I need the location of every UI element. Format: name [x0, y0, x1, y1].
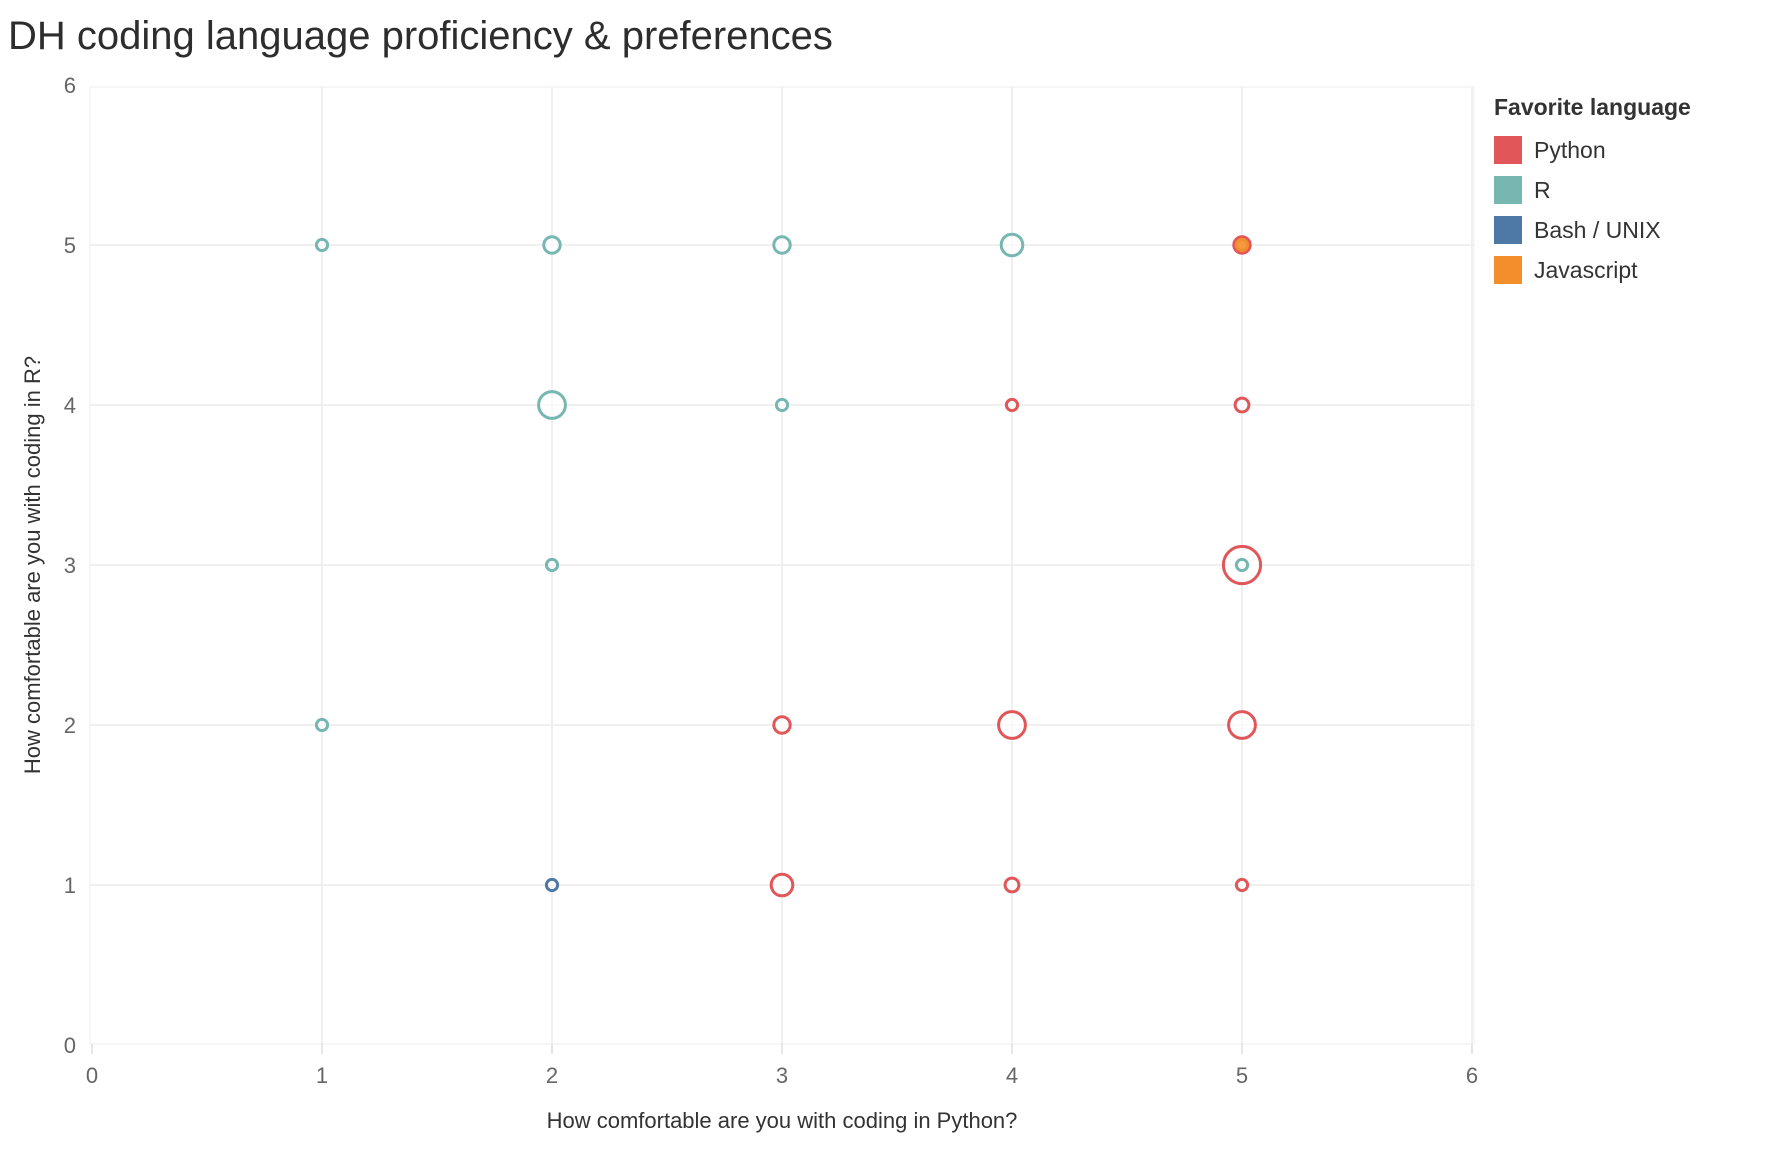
- y-tick-label: 2: [64, 713, 76, 738]
- x-tick-label: 1: [316, 1063, 328, 1088]
- y-tick-label: 3: [64, 553, 76, 578]
- data-point-bash-unix[interactable]: [544, 877, 560, 893]
- data-point-r[interactable]: [544, 557, 560, 573]
- legend-swatch-bash-unix: [1494, 216, 1522, 244]
- x-tick-label: 5: [1236, 1063, 1248, 1088]
- y-axis-title: How comfortable are you with coding in R…: [20, 356, 45, 774]
- legend: Favorite language Python R Bash / UNIX J…: [1494, 94, 1691, 290]
- data-point-python[interactable]: [769, 872, 795, 898]
- y-tick-label: 0: [64, 1033, 76, 1058]
- legend-swatch-python: [1494, 136, 1522, 164]
- data-point-javascript[interactable]: [1234, 237, 1250, 253]
- x-tick-label: 2: [546, 1063, 558, 1088]
- data-point-python[interactable]: [1227, 710, 1257, 740]
- y-tick-label: 6: [64, 73, 76, 98]
- legend-item-python[interactable]: Python: [1494, 130, 1691, 170]
- data-point-r[interactable]: [537, 390, 567, 420]
- data-point-r[interactable]: [542, 235, 562, 255]
- data-point-r[interactable]: [772, 235, 792, 255]
- legend-swatch-r: [1494, 176, 1522, 204]
- x-tick-label: 3: [776, 1063, 788, 1088]
- y-tick-label: 4: [64, 393, 76, 418]
- legend-item-bash-unix[interactable]: Bash / UNIX: [1494, 210, 1691, 250]
- chart-title: DH coding language proficiency & prefere…: [8, 14, 833, 58]
- data-point-r[interactable]: [999, 232, 1025, 258]
- data-point-python[interactable]: [1004, 397, 1020, 413]
- legend-label-r: R: [1534, 176, 1551, 203]
- legend-label-python: Python: [1534, 136, 1606, 163]
- data-point-r[interactable]: [314, 717, 330, 733]
- data-point-python[interactable]: [1234, 877, 1250, 893]
- data-point-r[interactable]: [314, 237, 330, 253]
- legend-item-javascript[interactable]: Javascript: [1494, 250, 1691, 290]
- legend-label-javascript: Javascript: [1534, 256, 1638, 283]
- data-points: [314, 232, 1263, 898]
- data-point-python[interactable]: [997, 710, 1027, 740]
- data-point-r[interactable]: [774, 397, 790, 413]
- x-axis-title: How comfortable are you with coding in P…: [547, 1108, 1018, 1133]
- legend-title: Favorite language: [1494, 94, 1691, 120]
- x-axis-ticks: 0 1 2 3 4 5 6: [86, 1044, 1478, 1088]
- y-axis-ticks: 0 1 2 3 4 5 6: [64, 73, 76, 1058]
- legend-label-bash-unix: Bash / UNIX: [1534, 216, 1661, 243]
- x-tick-label: 4: [1006, 1063, 1018, 1088]
- data-point-python[interactable]: [1233, 396, 1251, 414]
- legend-item-r[interactable]: R: [1494, 170, 1691, 210]
- data-point-python[interactable]: [772, 715, 792, 735]
- x-tick-label: 0: [86, 1063, 98, 1088]
- y-tick-label: 5: [64, 233, 76, 258]
- y-tick-label: 1: [64, 873, 76, 898]
- data-point-python[interactable]: [1003, 876, 1021, 894]
- legend-swatch-javascript: [1494, 256, 1522, 284]
- x-tick-label: 6: [1466, 1063, 1478, 1088]
- data-point-r[interactable]: [1234, 557, 1250, 573]
